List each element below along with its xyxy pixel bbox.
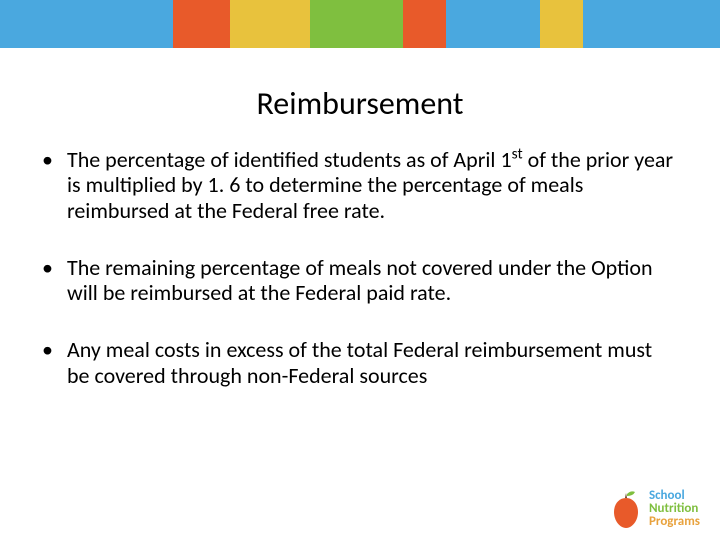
bullet-text: Any meal costs in excess of the total Fe… <box>67 337 678 388</box>
header-color-bar <box>0 0 720 48</box>
bullet-marker: • <box>42 255 53 280</box>
header-bar-segment <box>310 0 404 48</box>
apple-stem <box>625 493 627 498</box>
header-bar-segment <box>173 0 231 48</box>
header-bar-segment <box>403 0 446 48</box>
footer-logo: School Nutrition Programs <box>609 488 700 528</box>
slide-title: Reimbursement <box>0 84 720 123</box>
bullet-item: • Any meal costs in excess of the total F… <box>42 337 678 388</box>
bullet-marker: • <box>42 337 53 362</box>
bullet-item: • The remaining percentage of meals not c… <box>42 255 678 306</box>
header-bar-segment <box>230 0 309 48</box>
bullet-item: • The percentage of identified students a… <box>42 147 678 223</box>
bullet-list: • The percentage of identified students a… <box>0 147 720 388</box>
header-bar-segment <box>540 0 583 48</box>
apple-icon <box>609 488 643 528</box>
bullet-text: The remaining percentage of meals not co… <box>67 255 678 306</box>
logo-line-3: Programs <box>649 515 700 528</box>
bullet-marker: • <box>42 147 53 172</box>
header-bar-segment <box>446 0 540 48</box>
apple-body <box>614 498 638 528</box>
header-bar-segment <box>583 0 720 48</box>
bullet-text: The percentage of identified students as… <box>67 147 678 223</box>
logo-text: School Nutrition Programs <box>649 489 700 528</box>
header-bar-segment <box>0 0 173 48</box>
apple-leaf <box>627 491 635 496</box>
